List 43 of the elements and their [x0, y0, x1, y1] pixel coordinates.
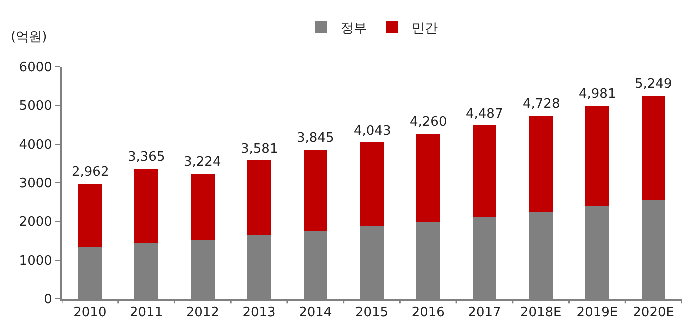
legend-label: 민간 [412, 22, 438, 37]
x-tick-label: 2011 [130, 306, 164, 321]
x-tick-label: 2014 [299, 306, 332, 321]
total-label: 4,981 [579, 87, 616, 102]
total-label: 4,043 [354, 124, 392, 139]
bar [586, 106, 610, 206]
total-label: 4,728 [523, 97, 560, 112]
x-tick-label: 2013 [242, 306, 276, 321]
total-label: 3,365 [128, 150, 166, 165]
y-tick-label: 3000 [19, 176, 52, 192]
total-label: 3,224 [184, 155, 222, 170]
total-label: 5,249 [635, 77, 672, 92]
legend-label: 정부 [341, 22, 367, 37]
x-tick-label: 2018E [520, 306, 562, 321]
total-label: 4,260 [410, 115, 448, 130]
y-axis-title: (억원) [11, 30, 48, 45]
total-label: 4,487 [466, 107, 504, 122]
y-tick-label: 0 [44, 292, 52, 308]
bar [247, 160, 272, 236]
bar [78, 184, 102, 247]
x-tick-label: 2012 [186, 306, 220, 321]
total-label: 3,581 [241, 142, 278, 157]
total-label: 2,962 [72, 165, 110, 180]
x-tick-label: 2019E [576, 306, 618, 321]
y-tick-label: 6000 [19, 60, 52, 76]
bar [304, 150, 328, 232]
bar [134, 168, 158, 244]
x-tick-label: 2017 [468, 306, 502, 321]
x-tick-label: 2020E [633, 306, 674, 321]
x-tick-label: 2015 [355, 306, 389, 321]
total-label: 3,845 [297, 131, 334, 146]
bar [642, 96, 666, 200]
bar [360, 142, 384, 227]
bar [191, 174, 215, 240]
bar [416, 134, 440, 222]
y-tick-label: 1000 [19, 254, 52, 269]
y-tick-label: 2000 [19, 215, 52, 230]
bar [529, 116, 553, 212]
x-tick-label: 2010 [74, 306, 107, 321]
bar [472, 126, 497, 218]
x-tick-label: 2016 [412, 306, 445, 321]
y-tick-label: 5000 [19, 99, 52, 114]
y-tick-label: 4000 [19, 138, 52, 153]
